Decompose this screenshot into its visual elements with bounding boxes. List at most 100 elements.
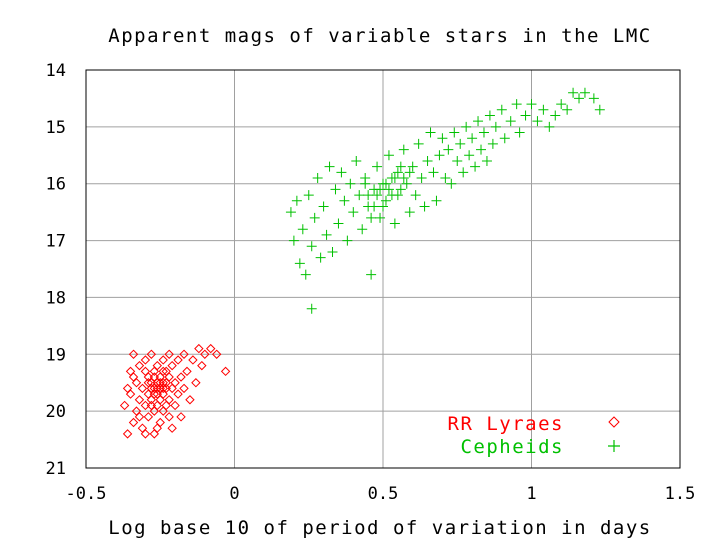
point-rr-lyraes: [128, 349, 139, 359]
point-cepheids: [416, 173, 427, 184]
point-rr-lyraes: [161, 378, 171, 388]
point-cepheids: [413, 138, 424, 149]
point-cepheids: [490, 121, 501, 132]
point-cepheids: [360, 178, 371, 189]
point-rr-lyraes: [164, 349, 174, 359]
point-cepheids: [378, 201, 388, 212]
point-cepheids: [297, 224, 308, 235]
point-cepheids: [467, 133, 478, 144]
point-cepheids: [392, 167, 403, 178]
point-rr-lyraes: [134, 395, 145, 405]
point-cepheids: [354, 190, 365, 201]
point-rr-lyraes: [170, 400, 180, 411]
point-cepheids: [579, 87, 590, 98]
point-cepheids: [464, 150, 475, 161]
point-cepheids: [458, 167, 469, 178]
y-tick-label: 14: [46, 61, 66, 81]
point-cepheids: [431, 195, 442, 206]
point-cepheids: [401, 178, 412, 189]
point-cepheids: [392, 190, 403, 201]
point-cepheids: [461, 121, 472, 132]
y-tick-label: 16: [46, 175, 66, 195]
point-cepheids: [315, 252, 326, 263]
point-rr-lyraes: [134, 360, 145, 371]
point-rr-lyraes: [149, 372, 160, 382]
point-cepheids: [505, 116, 516, 127]
point-cepheids: [481, 155, 492, 166]
point-rr-lyraes: [211, 349, 222, 359]
y-tick-label: 17: [46, 232, 66, 252]
legend-label-cepheids: Cepheids: [460, 436, 564, 458]
point-cepheids: [452, 155, 463, 166]
point-cepheids: [336, 167, 347, 178]
y-tick-label: 15: [46, 118, 66, 138]
point-cepheids: [375, 184, 386, 195]
point-rr-lyraes: [188, 355, 198, 365]
point-cepheids: [330, 184, 341, 195]
point-cepheids: [300, 269, 311, 280]
point-rr-lyraes: [200, 349, 210, 359]
x-tick-label: 0: [229, 484, 239, 504]
point-cepheids: [511, 99, 522, 110]
point-rr-lyraes: [152, 423, 162, 433]
point-cepheids: [422, 155, 433, 166]
point-cepheids: [532, 116, 543, 127]
point-rr-lyraes: [179, 349, 189, 359]
point-rr-lyraes: [164, 412, 174, 422]
point-rr-lyraes: [149, 389, 160, 399]
x-axis-label: Log base 10 of period of variation in da…: [108, 517, 651, 539]
point-cepheids: [407, 161, 418, 172]
point-cepheids: [404, 167, 415, 178]
y-tick-label: 20: [46, 402, 66, 422]
point-cepheids: [383, 150, 394, 161]
point-rr-lyraes: [140, 355, 151, 365]
point-cepheids: [288, 235, 299, 246]
point-cepheids: [383, 184, 394, 195]
point-rr-lyraes: [143, 378, 154, 388]
point-cepheids: [425, 127, 436, 138]
point-rr-lyraes: [179, 383, 189, 394]
point-rr-lyraes: [167, 360, 177, 371]
point-cepheids: [437, 133, 448, 144]
point-rr-lyraes: [173, 389, 183, 399]
point-cepheids: [478, 127, 489, 138]
point-cepheids: [562, 104, 573, 115]
point-rr-lyraes: [140, 429, 151, 439]
point-rr-lyraes: [128, 372, 139, 382]
point-cepheids: [372, 190, 383, 201]
point-rr-lyraes: [137, 383, 148, 394]
point-cepheids: [446, 178, 457, 189]
legend-label-rr-lyraes: RR Lyraes: [448, 413, 564, 435]
point-cepheids: [428, 167, 439, 178]
point-rr-lyraes: [128, 417, 139, 428]
point-rr-lyraes: [206, 343, 216, 354]
point-cepheids: [520, 110, 531, 121]
legend-marker-cepheids: [608, 440, 620, 452]
point-rr-lyraes: [134, 412, 145, 422]
point-cepheids: [568, 87, 579, 98]
y-tick-label: 21: [46, 459, 66, 479]
chart-title: Apparent mags of variable stars in the L…: [108, 25, 651, 47]
y-tick-label: 19: [46, 345, 66, 365]
axis-ticks: -0.5 0 0.5 1 1.5 14 15 16 17 18 19 20 21: [46, 61, 696, 504]
point-cepheids: [449, 127, 460, 138]
point-cepheids: [487, 138, 498, 149]
point-rr-lyraes: [185, 395, 195, 405]
point-cepheids: [318, 201, 329, 212]
point-cepheids: [410, 190, 421, 201]
point-cepheids: [389, 218, 400, 229]
point-cepheids: [345, 178, 356, 189]
point-cepheids: [419, 201, 430, 212]
point-cepheids: [324, 161, 335, 172]
point-rr-lyraes: [176, 412, 186, 422]
point-cepheids: [348, 207, 359, 218]
point-rr-lyraes: [122, 383, 133, 394]
point-rr-lyraes: [143, 412, 154, 422]
point-rr-lyraes: [220, 366, 231, 377]
point-cepheids: [514, 127, 525, 138]
x-tick-label: 0.5: [368, 484, 399, 504]
point-cepheids: [594, 104, 605, 115]
point-cepheids: [312, 173, 323, 184]
point-rr-lyraes: [158, 355, 168, 365]
